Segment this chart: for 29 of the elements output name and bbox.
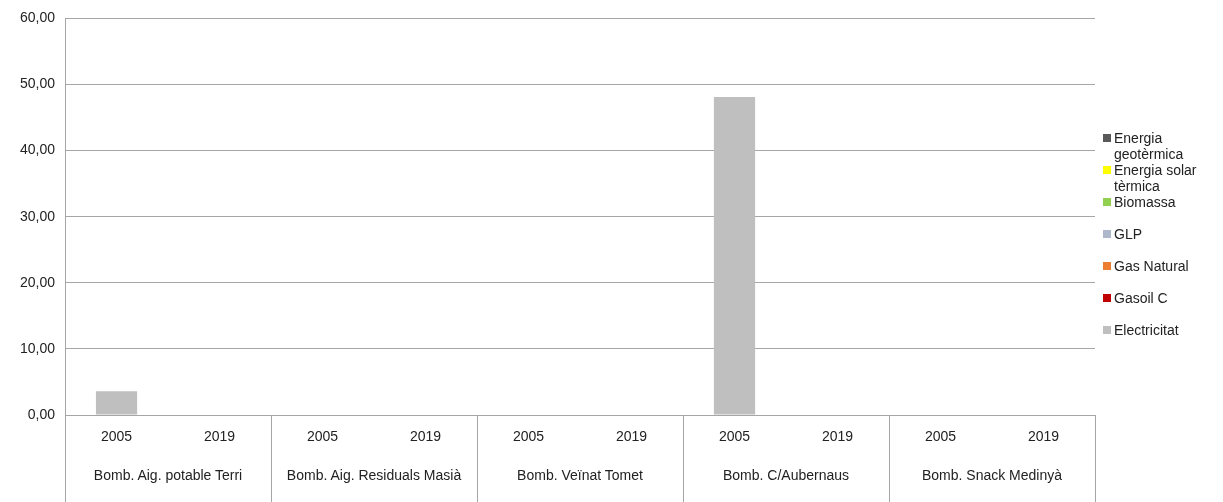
y-tick-label: 40,00 <box>19 141 56 158</box>
text: Bomb. Aig. potable Terri <box>93 466 243 483</box>
x-tick-label: 2019 <box>1027 428 1060 445</box>
legend-label: Energia geotèrmica <box>1114 130 1185 162</box>
y-tick-label: 0,00 <box>27 405 56 422</box>
y-tick-label: 20,00 <box>19 273 56 290</box>
x-tick-label: 2019 <box>203 428 236 445</box>
legend-label: Gasoil C <box>1114 290 1168 306</box>
x-tick-label: 2019 <box>409 428 442 445</box>
x-tick-label: 2019 <box>821 428 854 445</box>
x-tick-label: 2019 <box>615 428 648 445</box>
legend-label: Gas Natural <box>1114 258 1189 274</box>
legend-label: Biomassa <box>1114 194 1176 210</box>
legend-label: GLP <box>1114 226 1143 242</box>
y-tick-label: 30,00 <box>19 207 56 224</box>
legend-label: Energia solar tèrmica <box>1114 162 1198 194</box>
text: Bomb. C/Aubernaus <box>722 466 850 483</box>
legend-label: Electricitat <box>1114 322 1179 338</box>
x-tick-label: 2005 <box>718 428 751 445</box>
text: Bomb. Veïnat Tomet <box>517 466 644 483</box>
x-tick-label: 2005 <box>512 428 545 445</box>
y-tick-label: 10,00 <box>19 339 56 356</box>
x-tick-label: 2005 <box>100 428 133 445</box>
y-tick-label: 60,00 <box>19 9 56 26</box>
y-tick-label: 50,00 <box>19 75 56 92</box>
x-tick-label: 2005 <box>924 428 957 445</box>
x-tick-label: 2005 <box>306 428 339 445</box>
text: Bomb. Snack Medinyà <box>921 466 1063 483</box>
text: Bomb. Aig. Residuals Masià <box>286 466 462 483</box>
